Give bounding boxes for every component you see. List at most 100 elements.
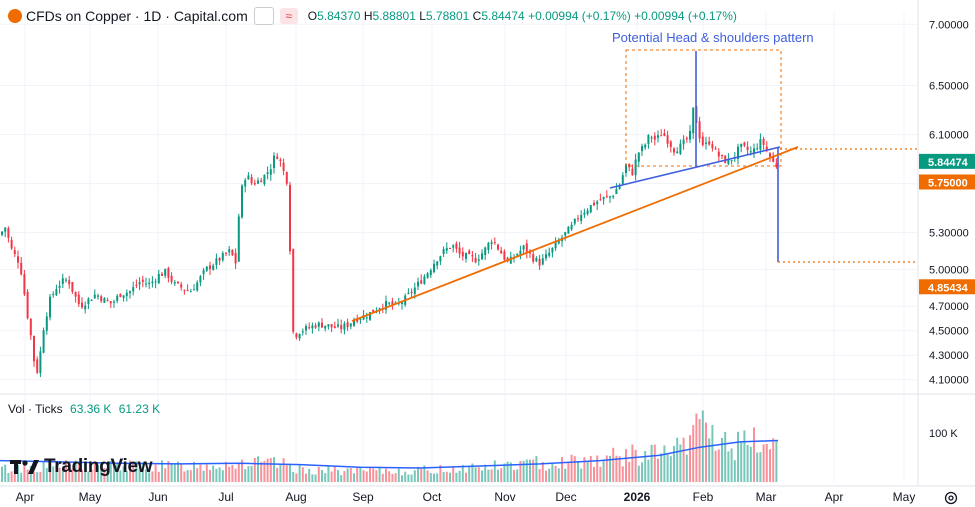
tradingview-logo[interactable]: TradingView bbox=[10, 456, 153, 478]
price-axis[interactable]: 7.000006.500006.100005.700005.300005.000… bbox=[929, 19, 969, 440]
volume-bar bbox=[589, 455, 592, 482]
volume-bar bbox=[266, 458, 269, 482]
candle-body bbox=[244, 180, 247, 187]
candle-body bbox=[343, 323, 346, 330]
volume-bar bbox=[423, 465, 426, 482]
volume-bar bbox=[471, 463, 474, 482]
candle-body bbox=[391, 301, 394, 306]
volume-bar bbox=[369, 467, 371, 482]
candle-body bbox=[148, 282, 151, 285]
volume-bar bbox=[413, 470, 416, 482]
candle-body bbox=[497, 244, 499, 250]
open-label: O bbox=[307, 9, 318, 23]
symbol-logo-icon[interactable] bbox=[8, 9, 22, 23]
candle-body bbox=[225, 252, 227, 254]
volume-bar bbox=[26, 469, 29, 482]
candle-body bbox=[292, 249, 295, 332]
candle-body bbox=[586, 210, 589, 215]
symbol-title[interactable]: CFDs on Copper · 1D · Capital.com bbox=[26, 8, 248, 24]
time-axis[interactable]: Apr May Jun Jul Aug Sep Oct Nov Dec 2026 Feb Mar Apr… bbox=[16, 490, 916, 504]
candle-body bbox=[557, 240, 560, 244]
candle-body bbox=[346, 322, 349, 328]
candle-body bbox=[465, 253, 467, 259]
volume-bar bbox=[541, 462, 544, 482]
candle-body bbox=[413, 287, 416, 295]
candle-body bbox=[36, 359, 39, 373]
neckline[interactable] bbox=[609, 146, 781, 189]
volume-bar bbox=[442, 472, 445, 482]
pattern-drawings: Potential Head & shoulders pattern bbox=[351, 30, 918, 322]
y-tick-label: 5.00000 bbox=[929, 264, 969, 276]
volume-bar bbox=[529, 459, 531, 482]
volume-bar bbox=[570, 454, 573, 482]
candle-body bbox=[474, 257, 477, 263]
volume-bar bbox=[13, 469, 16, 482]
price-label: 4.85434 bbox=[928, 282, 969, 294]
candle-body bbox=[711, 144, 714, 149]
candle-body bbox=[369, 312, 371, 320]
volume-bar bbox=[394, 473, 397, 482]
volume-bar bbox=[109, 461, 112, 482]
candle-body bbox=[538, 258, 541, 266]
candle-body bbox=[39, 351, 42, 374]
candle-body bbox=[484, 247, 487, 256]
candle-body bbox=[535, 257, 538, 262]
y-tick-label: 6.50000 bbox=[929, 81, 969, 93]
volume-bar bbox=[116, 463, 119, 482]
volume-bar bbox=[759, 452, 762, 482]
candle-body bbox=[631, 168, 634, 176]
volume-bar bbox=[1, 466, 3, 482]
x-tick-label: Jun bbox=[148, 490, 167, 504]
candle-body bbox=[84, 305, 87, 310]
candle-body bbox=[567, 226, 570, 234]
candle-body bbox=[423, 276, 426, 284]
candle-body bbox=[705, 142, 707, 144]
volume-bar bbox=[410, 474, 413, 482]
candle-body bbox=[775, 163, 778, 168]
candle-body bbox=[372, 309, 375, 313]
chart-grid bbox=[0, 0, 975, 487]
volume-bar bbox=[81, 469, 83, 482]
candle-body bbox=[301, 331, 304, 333]
volume-bar bbox=[618, 456, 621, 482]
volume-bar bbox=[327, 465, 330, 482]
candle-body bbox=[106, 300, 109, 302]
volume-bar bbox=[737, 431, 739, 482]
candle-body bbox=[257, 180, 259, 184]
candle-body bbox=[109, 301, 112, 304]
volume-bar bbox=[490, 469, 493, 482]
price-label-bg bbox=[919, 174, 975, 190]
candle-body bbox=[417, 281, 419, 287]
candle-body bbox=[682, 139, 685, 145]
settings-icon[interactable] bbox=[944, 491, 958, 505]
candle-body bbox=[618, 184, 621, 189]
volume-bar bbox=[426, 470, 429, 482]
candle-body bbox=[365, 317, 368, 319]
candle-body bbox=[65, 279, 67, 281]
candle-body bbox=[20, 262, 23, 275]
candle-body bbox=[324, 325, 327, 329]
volume-bar bbox=[65, 460, 67, 482]
candle-body bbox=[625, 164, 627, 174]
candle-body bbox=[337, 324, 339, 327]
price-label: 5.75000 bbox=[928, 177, 968, 189]
candle-body bbox=[666, 135, 669, 144]
y-tick-label: 4.30000 bbox=[929, 350, 969, 362]
volume-bar bbox=[554, 465, 557, 482]
volume-bar bbox=[93, 462, 96, 482]
volume-label[interactable]: Vol · Ticks bbox=[8, 402, 63, 416]
candle-body bbox=[122, 295, 125, 298]
indicator-badge-icon[interactable]: ≈ bbox=[279, 8, 298, 24]
candle-body bbox=[77, 294, 80, 305]
support-trendline[interactable] bbox=[351, 146, 799, 322]
compare-icon[interactable] bbox=[253, 7, 274, 25]
candle-body bbox=[180, 284, 183, 288]
candle-body bbox=[458, 247, 461, 254]
candle-body bbox=[641, 146, 643, 152]
candle-body bbox=[769, 153, 771, 157]
candle-body bbox=[212, 265, 215, 270]
candle-body bbox=[167, 268, 170, 278]
low-value: 5.78801 bbox=[425, 9, 470, 23]
candle-body bbox=[669, 141, 672, 148]
